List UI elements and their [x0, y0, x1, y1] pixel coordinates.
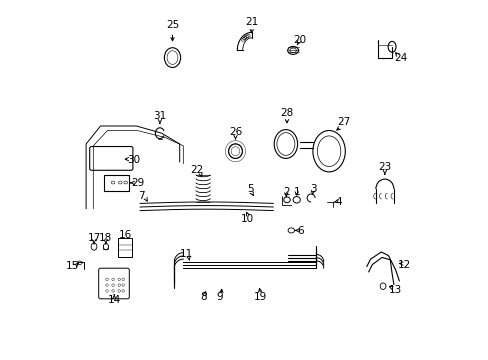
Text: 2: 2: [283, 186, 289, 197]
Text: 15: 15: [66, 261, 79, 271]
Text: 7: 7: [138, 191, 145, 201]
Text: 5: 5: [247, 184, 254, 194]
Text: 9: 9: [216, 292, 222, 302]
Text: 17: 17: [87, 233, 101, 243]
Text: 28: 28: [280, 108, 293, 118]
Text: 3: 3: [310, 184, 316, 194]
Text: 29: 29: [131, 178, 144, 188]
Text: 31: 31: [153, 111, 166, 121]
Text: 8: 8: [200, 292, 206, 302]
Text: 1: 1: [293, 186, 300, 197]
Text: 20: 20: [293, 35, 306, 45]
Text: 18: 18: [99, 233, 112, 243]
Text: 26: 26: [228, 127, 242, 137]
Text: 27: 27: [336, 117, 349, 127]
Text: 10: 10: [240, 214, 253, 224]
Text: 11: 11: [179, 249, 192, 259]
Text: 13: 13: [388, 285, 402, 295]
Text: 25: 25: [165, 20, 179, 30]
Text: 19: 19: [254, 292, 267, 302]
Text: 30: 30: [127, 155, 140, 165]
Bar: [104, 175, 129, 191]
Text: 23: 23: [378, 162, 391, 172]
Text: 4: 4: [335, 197, 342, 207]
Text: 6: 6: [296, 226, 303, 236]
Text: 16: 16: [118, 230, 131, 240]
Text: 24: 24: [394, 53, 407, 63]
Text: 22: 22: [190, 165, 203, 175]
Bar: [118, 238, 132, 257]
Text: 14: 14: [107, 294, 121, 305]
Text: 21: 21: [244, 17, 258, 27]
Text: 12: 12: [397, 260, 410, 270]
